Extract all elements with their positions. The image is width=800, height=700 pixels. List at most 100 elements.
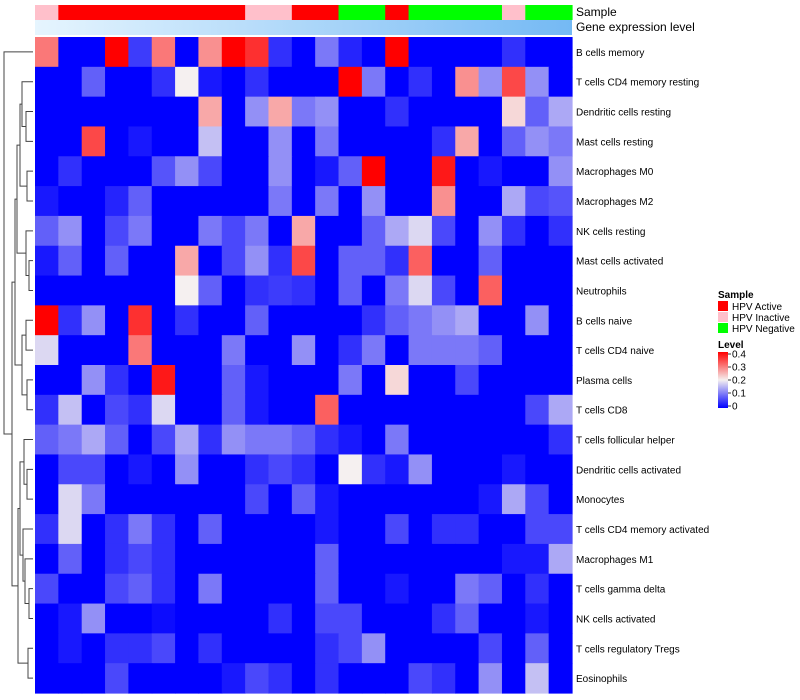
heatmap-cell	[291, 156, 316, 187]
heatmap-cell	[548, 514, 573, 545]
heatmap-cell	[105, 37, 129, 68]
heatmap-cell	[35, 275, 59, 306]
heatmap-cell	[128, 424, 153, 456]
heatmap-cell	[338, 603, 363, 634]
legend-swatch	[718, 301, 728, 311]
heatmap-cell	[35, 484, 59, 515]
heatmap-cell	[221, 275, 246, 306]
heatmap-cell	[221, 96, 246, 128]
heatmap-cell	[81, 37, 106, 68]
heatmap-cell	[81, 66, 106, 98]
heatmap-cell	[548, 633, 573, 664]
heatmap-cell	[268, 663, 293, 694]
heatmap-cell	[361, 514, 386, 545]
heatmap-cell	[175, 275, 200, 306]
heatmap-cell	[245, 514, 270, 545]
dendrogram-branch	[26, 468, 33, 500]
heatmap-cell	[315, 186, 340, 217]
heatmap-cell	[58, 424, 83, 456]
heatmap-cell	[338, 186, 363, 217]
heatmap-cell	[221, 394, 246, 426]
heatmap-cell	[151, 156, 176, 187]
heatmap-cell	[128, 186, 153, 217]
row-label: T cells gamma delta	[576, 585, 666, 596]
heatmap-cell	[221, 215, 246, 247]
row-label: T cells CD4 memory resting	[576, 78, 699, 89]
heatmap-cell	[35, 37, 59, 68]
heatmap-cell	[431, 215, 456, 247]
heatmap-cell	[525, 365, 550, 396]
heatmap-cell	[35, 215, 59, 247]
heatmap-cell	[198, 215, 223, 247]
heatmap-cell	[81, 365, 106, 396]
heatmap-cell	[221, 245, 246, 277]
heatmap-cell	[128, 37, 153, 68]
heatmap-cell	[291, 603, 316, 634]
heatmap-cell	[81, 156, 106, 187]
heatmap-cell	[291, 305, 316, 336]
heatmap-cell	[501, 573, 526, 605]
heatmap-cell	[221, 514, 246, 545]
heatmap-cell	[455, 394, 480, 426]
heatmap-cell	[431, 514, 456, 545]
heatmap-cell	[478, 603, 503, 634]
sample-annotation-cell	[105, 5, 129, 20]
heatmap-cell	[268, 394, 293, 426]
legend-item-label: HPV Inactive	[732, 313, 790, 324]
heatmap-cell	[361, 663, 386, 694]
heatmap-cell	[315, 37, 340, 68]
heatmap-cell	[291, 126, 316, 157]
heatmap-cell	[478, 454, 503, 485]
heatmap-cell	[268, 215, 293, 247]
heatmap-cell	[105, 126, 129, 157]
heatmap-cell	[501, 66, 526, 98]
heatmap-cell	[128, 305, 153, 336]
heatmap-cell	[408, 484, 433, 515]
sample-annotation-cell	[385, 5, 410, 20]
row-label: Mast cells activated	[576, 257, 663, 268]
heatmap-cell	[385, 663, 410, 694]
heatmap-cell	[548, 186, 573, 217]
heatmap-cell	[385, 37, 410, 68]
heatmap-cell	[548, 156, 573, 187]
heatmap-cell	[361, 543, 386, 575]
heatmap-cell	[151, 305, 176, 336]
heatmap-cell	[128, 215, 153, 247]
legend-tick-label: 0.4	[732, 350, 746, 361]
sample-annotation-cell	[128, 5, 153, 20]
heatmap-cell	[151, 484, 176, 515]
heatmap-cell	[245, 305, 270, 336]
heatmap-cell	[408, 573, 433, 605]
heatmap-cell	[361, 245, 386, 277]
sample-annotation-cell	[548, 5, 573, 20]
heatmap-cell	[338, 126, 363, 157]
heatmap-cell	[315, 543, 340, 575]
heatmap-cell	[128, 66, 153, 98]
row-dendrogram	[3, 51, 33, 679]
row-label: T cells follicular helper	[576, 436, 675, 447]
heatmap-cell	[151, 514, 176, 545]
row-label: Dendritic cells activated	[576, 465, 681, 476]
heatmap-cell	[501, 454, 526, 485]
heatmap-cell	[431, 573, 456, 605]
heatmap-cell	[128, 365, 153, 396]
heatmap-cell	[338, 454, 363, 485]
heatmap-cell	[525, 573, 550, 605]
heatmap-cell	[128, 394, 153, 426]
heatmap-cell	[478, 275, 503, 306]
heatmap-cell	[128, 573, 153, 605]
row-label: T cells CD4 memory activated	[576, 525, 709, 536]
heatmap-cell	[151, 394, 176, 426]
legend-item-label: HPV Negative	[732, 324, 795, 335]
heatmap-cell	[291, 394, 316, 426]
heatmap-cell	[81, 514, 106, 545]
heatmap-cell	[361, 37, 386, 68]
heatmap-cell	[501, 126, 526, 157]
heatmap-cell	[478, 66, 503, 98]
heatmap-cell	[198, 394, 223, 426]
heatmap-cell	[361, 484, 386, 515]
heatmap-cell	[221, 663, 246, 694]
heatmap-cell	[128, 96, 153, 128]
heatmap-cell	[525, 484, 550, 515]
heatmap-cell	[175, 543, 200, 575]
